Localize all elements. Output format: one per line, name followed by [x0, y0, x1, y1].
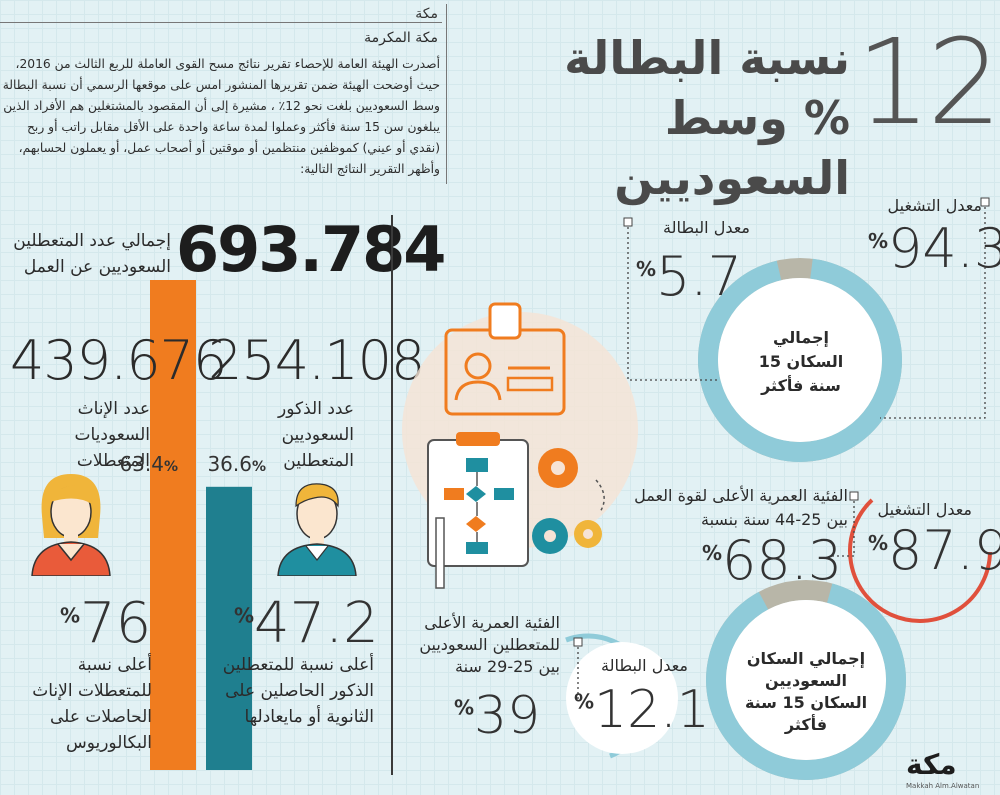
male-label: عدد الذكور السعوديين المتعطلين: [278, 399, 354, 471]
male-avatar-icon: [277, 483, 357, 576]
male-count: 254.108: [208, 329, 425, 392]
female-label: عدد الإناث السعوديات المتعطلات: [74, 399, 150, 471]
unemp-age-label: الفئية العمرية الأعلى للمتعطلين السعوديي…: [419, 613, 560, 676]
male-percent: 36.6%: [207, 452, 266, 476]
unemp-age-value: %39: [454, 686, 541, 746]
logo-credit: Makkah Alm.Alwatan: [906, 782, 980, 790]
female-avatar-icon: [31, 474, 111, 576]
saudi-population-ring-fill: [706, 580, 906, 780]
top-ring-label: إجمالي السكان 15 سنة فأكثر: [758, 328, 844, 395]
total-value: 693.784: [176, 213, 446, 286]
leader-marker: [573, 637, 583, 647]
female-bar: [150, 280, 196, 770]
saudi-employment-arc: [848, 498, 992, 623]
male-bar: [206, 486, 252, 770]
employment-illustration: [402, 302, 638, 589]
female-edu-label: أعلى نسبة للمتعطلات الإناث الحاصلات على …: [32, 655, 152, 753]
saudi-ring-label: إجمالي السكان السعوديين السكان 15 سنة فأ…: [744, 649, 868, 734]
saudi-employment-label: معدل التشغيل: [877, 500, 972, 519]
headline-big-number: 12: [856, 13, 1000, 151]
male-edu-label: أعلى نسبة للمتعطلين الذكور الحاصلين على …: [222, 655, 374, 727]
saudi-population-ring: [706, 580, 906, 780]
headline-title-line2: % وسط السعوديين: [614, 91, 850, 205]
subcity-tag: مكة المكرمة: [364, 30, 438, 46]
employment-leader-line: [880, 202, 986, 419]
top-employment-label: معدل التشغيل: [887, 196, 982, 215]
age-group-leader-line: [832, 496, 855, 557]
leader-marker: [623, 217, 633, 227]
vertical-divider: [391, 215, 393, 775]
leader-marker: [849, 491, 859, 501]
top-population-ring-center: [718, 278, 882, 442]
headline-title-line1: نسبة البطالة: [564, 31, 850, 85]
header-rule: [0, 22, 442, 23]
female-count: 439.676: [10, 329, 227, 392]
leader-marker: [980, 197, 990, 207]
age-group-label: الفئية العمرية الأعلى لقوة العمل بين 25-…: [634, 486, 848, 529]
saudi-employment-value: %87.9: [868, 519, 1000, 582]
id-card-icon: [444, 302, 566, 416]
total-label: إجمالي عدد المتعطلين السعوديين عن العمل: [13, 231, 171, 277]
gears-icon: [532, 448, 605, 554]
top-unemployment-value: %5.7: [636, 245, 742, 308]
header-vertical-rule: [446, 4, 447, 184]
top-population-ring: [698, 257, 902, 462]
city-tag: مكة: [415, 6, 438, 22]
saudi-unemployment-disc: [566, 642, 678, 754]
pencil-icon: [435, 517, 445, 589]
top-unemployment-label: معدل البطالة: [663, 218, 750, 237]
age-group-value: %68.3: [702, 529, 843, 592]
saudi-unemployment-label: معدل البطالة: [601, 656, 688, 675]
male-edu-value: %47.2: [234, 591, 379, 656]
female-edu-value: %76: [60, 591, 152, 656]
top-employment-value: %94.3: [868, 217, 1000, 280]
female-percent: 63.4%: [119, 452, 178, 476]
intro-paragraph: أصدرت الهيئة العامة للإحصاء تقرير نتائج …: [2, 57, 440, 176]
clipboard-flowchart-icon: [427, 432, 529, 567]
saudi-unemployment-value: %12.1: [574, 680, 710, 740]
makkah-logo: مكة: [906, 748, 957, 781]
saudi-population-ring-center: [726, 600, 886, 760]
